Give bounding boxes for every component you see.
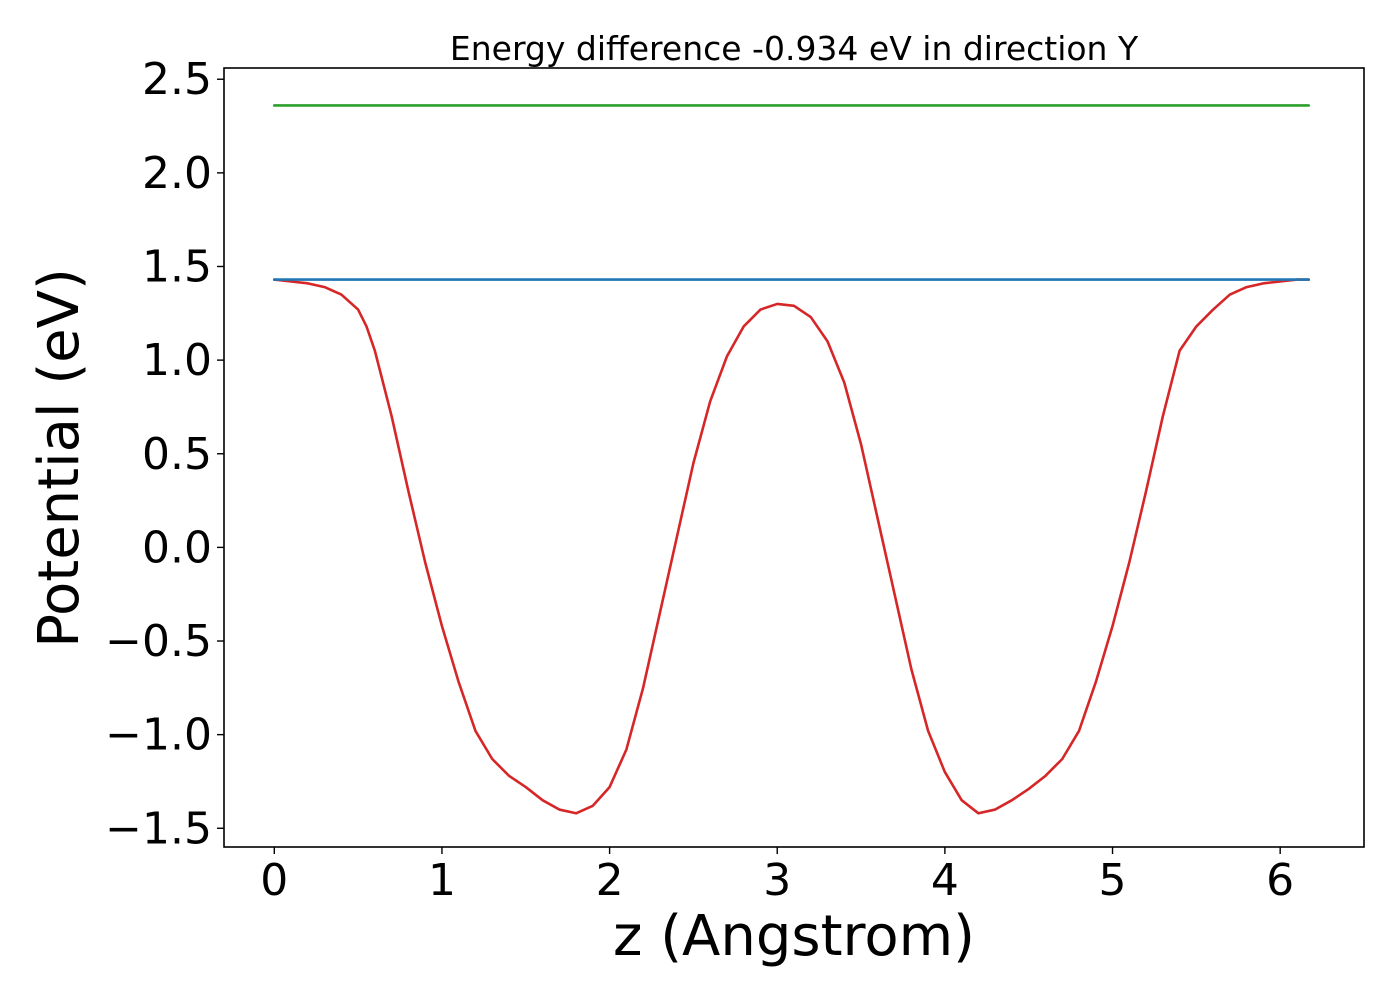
y-tick-label: −1.0 (105, 710, 212, 761)
x-tick-label: 3 (763, 855, 791, 906)
plot-frame (223, 67, 1365, 848)
x-tick-label: 4 (931, 855, 959, 906)
x-tick-label: 6 (1266, 855, 1294, 906)
x-tick-label: 2 (596, 855, 624, 906)
series-layer (272, 104, 1310, 815)
y-tick-label: −1.5 (105, 803, 212, 854)
y-tick-label: 1.0 (142, 335, 212, 386)
x-axis-title: z (Angstrom) (613, 904, 975, 969)
y-tick-label: 2.0 (142, 148, 212, 199)
y-tick-label: 0.0 (142, 522, 212, 573)
y-tick-label: 1.5 (142, 241, 212, 292)
y-tick-label: 0.5 (142, 429, 212, 480)
y-tick-label: −0.5 (105, 616, 212, 667)
chart-title: Energy difference -0.934 eV in direction… (450, 29, 1139, 68)
series-line-1 (272, 278, 1310, 815)
ticks-layer: 0 1 2 3 4 5 6 −1.5 −1.0 −0.5 0.0 0.5 1.0 1.5 2.0 2.5 (105, 54, 1294, 906)
y-tick-label: 2.5 (142, 54, 212, 105)
x-tick-label: 5 (1099, 855, 1127, 906)
y-axis-title: Potential (eV) (27, 268, 92, 648)
x-tick-label: 1 (428, 855, 456, 906)
x-tick-label: 0 (260, 855, 288, 906)
